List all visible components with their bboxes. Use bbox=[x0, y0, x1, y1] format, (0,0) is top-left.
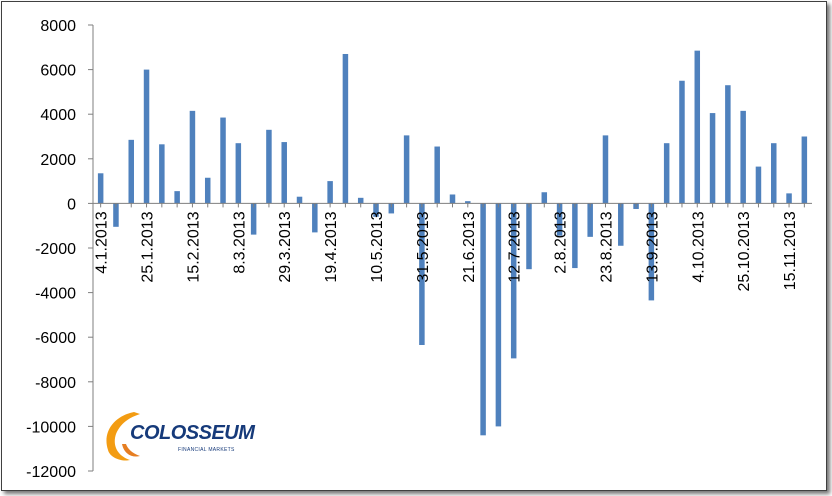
bar-1.3.2013 bbox=[220, 117, 226, 204]
bar-26.7.2013 bbox=[541, 192, 548, 204]
bar-24.5.2013 bbox=[403, 135, 410, 204]
bar-5.4.2013 bbox=[296, 196, 303, 204]
y-tick-label: -4000 bbox=[35, 286, 76, 303]
bar-29.3.2013 bbox=[281, 142, 287, 204]
y-tick-label: 4000 bbox=[40, 107, 76, 124]
bar-1.2.2013 bbox=[159, 144, 165, 204]
bar-22.11.2013 bbox=[801, 136, 808, 204]
bar-11.1.2013 bbox=[113, 203, 119, 227]
bar-22.3.2013 bbox=[266, 129, 272, 204]
x-tick-label: 31.5.2013 bbox=[415, 211, 432, 282]
bar-15.3.2013 bbox=[250, 203, 257, 235]
x-tick-label: 25.10.2013 bbox=[736, 211, 753, 291]
bar-1.11.2013 bbox=[755, 166, 762, 204]
x-axis: 4.1.2013 25.1.2013 15.2.2013 8.3.2013 29.3.2… bbox=[94, 203, 805, 291]
x-tick-label: 23.8.2013 bbox=[598, 211, 615, 282]
x-tick-label: 4.1.2013 bbox=[94, 211, 111, 273]
x-tick-label: 15.2.2013 bbox=[185, 211, 202, 282]
x-tick-label: 10.5.2013 bbox=[369, 211, 386, 282]
bar-13.9.2013 bbox=[648, 203, 655, 301]
bar-4.10.2013 bbox=[694, 50, 701, 204]
bar-19.4.2013 bbox=[327, 181, 333, 204]
bar-18.1.2013 bbox=[128, 139, 134, 204]
bar-28.6.2013 bbox=[480, 203, 486, 436]
bar-30.8.2013 bbox=[618, 203, 624, 246]
bar-8.2.2013 bbox=[174, 191, 180, 204]
colosseum-logo: COLOSSEUM FINANCIAL MARKETS bbox=[100, 406, 255, 466]
logo-text: COLOSSEUM bbox=[130, 422, 255, 444]
bar-31.5.2013 bbox=[419, 203, 425, 345]
bar-9.8.2013 bbox=[572, 203, 578, 269]
bar-3.5.2013 bbox=[357, 197, 364, 204]
x-tick-label: 13.9.2013 bbox=[644, 211, 661, 282]
bar-18.10.2013 bbox=[725, 85, 731, 204]
bar-14.6.2013 bbox=[449, 194, 456, 204]
bar-23.8.2013 bbox=[602, 135, 609, 204]
x-tick-label: 19.4.2013 bbox=[323, 211, 340, 282]
bar-15.11.2013 bbox=[786, 193, 792, 204]
y-tick-label: 8000 bbox=[40, 18, 76, 35]
bar-7.6.2013 bbox=[434, 146, 440, 204]
bar-25.10.2013 bbox=[740, 110, 746, 204]
bar-12.4.2013 bbox=[312, 203, 318, 233]
y-tick-label: 0 bbox=[67, 196, 76, 213]
bar-20.9.2013 bbox=[663, 143, 670, 204]
bar-26.4.2013 bbox=[342, 53, 349, 204]
bar-15.2.2013 bbox=[189, 110, 196, 204]
x-tick-label: 21.6.2013 bbox=[461, 211, 478, 282]
x-tick-label: 4.10.2013 bbox=[690, 211, 707, 282]
bar-8.3.2013 bbox=[235, 143, 242, 204]
y-tick-label: 6000 bbox=[40, 63, 76, 80]
y-tick-label: -8000 bbox=[35, 375, 76, 392]
bar-11.10.2013 bbox=[709, 113, 716, 204]
x-tick-label: 25.1.2013 bbox=[140, 211, 157, 282]
x-tick-label: 12.7.2013 bbox=[507, 211, 524, 282]
colosseum-swoosh-icon bbox=[106, 412, 140, 461]
bar-27.9.2013 bbox=[679, 80, 685, 204]
bar-21.6.2013 bbox=[465, 201, 471, 204]
y-tick-label: -10000 bbox=[26, 419, 76, 436]
y-tick-label: -6000 bbox=[35, 330, 76, 347]
x-tick-label: 29.3.2013 bbox=[277, 211, 294, 282]
y-tick-label: -12000 bbox=[26, 464, 76, 481]
x-tick-label: 2.8.2013 bbox=[553, 211, 570, 273]
logo-tagline: FINANCIAL MARKETS bbox=[178, 447, 235, 453]
x-tick-label: 15.11.2013 bbox=[782, 211, 799, 290]
bar-2.8.2013 bbox=[556, 203, 563, 236]
bar-12.7.2013 bbox=[510, 203, 517, 359]
y-tick-label: -2000 bbox=[35, 241, 76, 258]
y-tick-label: 2000 bbox=[40, 152, 76, 169]
y-axis: 8000 6000 4000 2000 0 -2000 -4000 -6000 -8000 -10… bbox=[26, 18, 93, 481]
x-tick-label: 8.3.2013 bbox=[231, 211, 248, 273]
bar-19.7.2013 bbox=[526, 203, 532, 270]
bar-22.2.2013 bbox=[204, 177, 211, 204]
bar-17.5.2013 bbox=[388, 203, 395, 214]
bar-5.7.2013 bbox=[495, 203, 502, 427]
bar-series bbox=[97, 50, 808, 436]
bar-25.1.2013 bbox=[143, 69, 150, 204]
bar-16.8.2013 bbox=[587, 203, 593, 237]
bar-4.1.2013 bbox=[97, 173, 104, 204]
bar-8.11.2013 bbox=[771, 143, 777, 204]
bar-10.5.2013 bbox=[373, 203, 379, 217]
